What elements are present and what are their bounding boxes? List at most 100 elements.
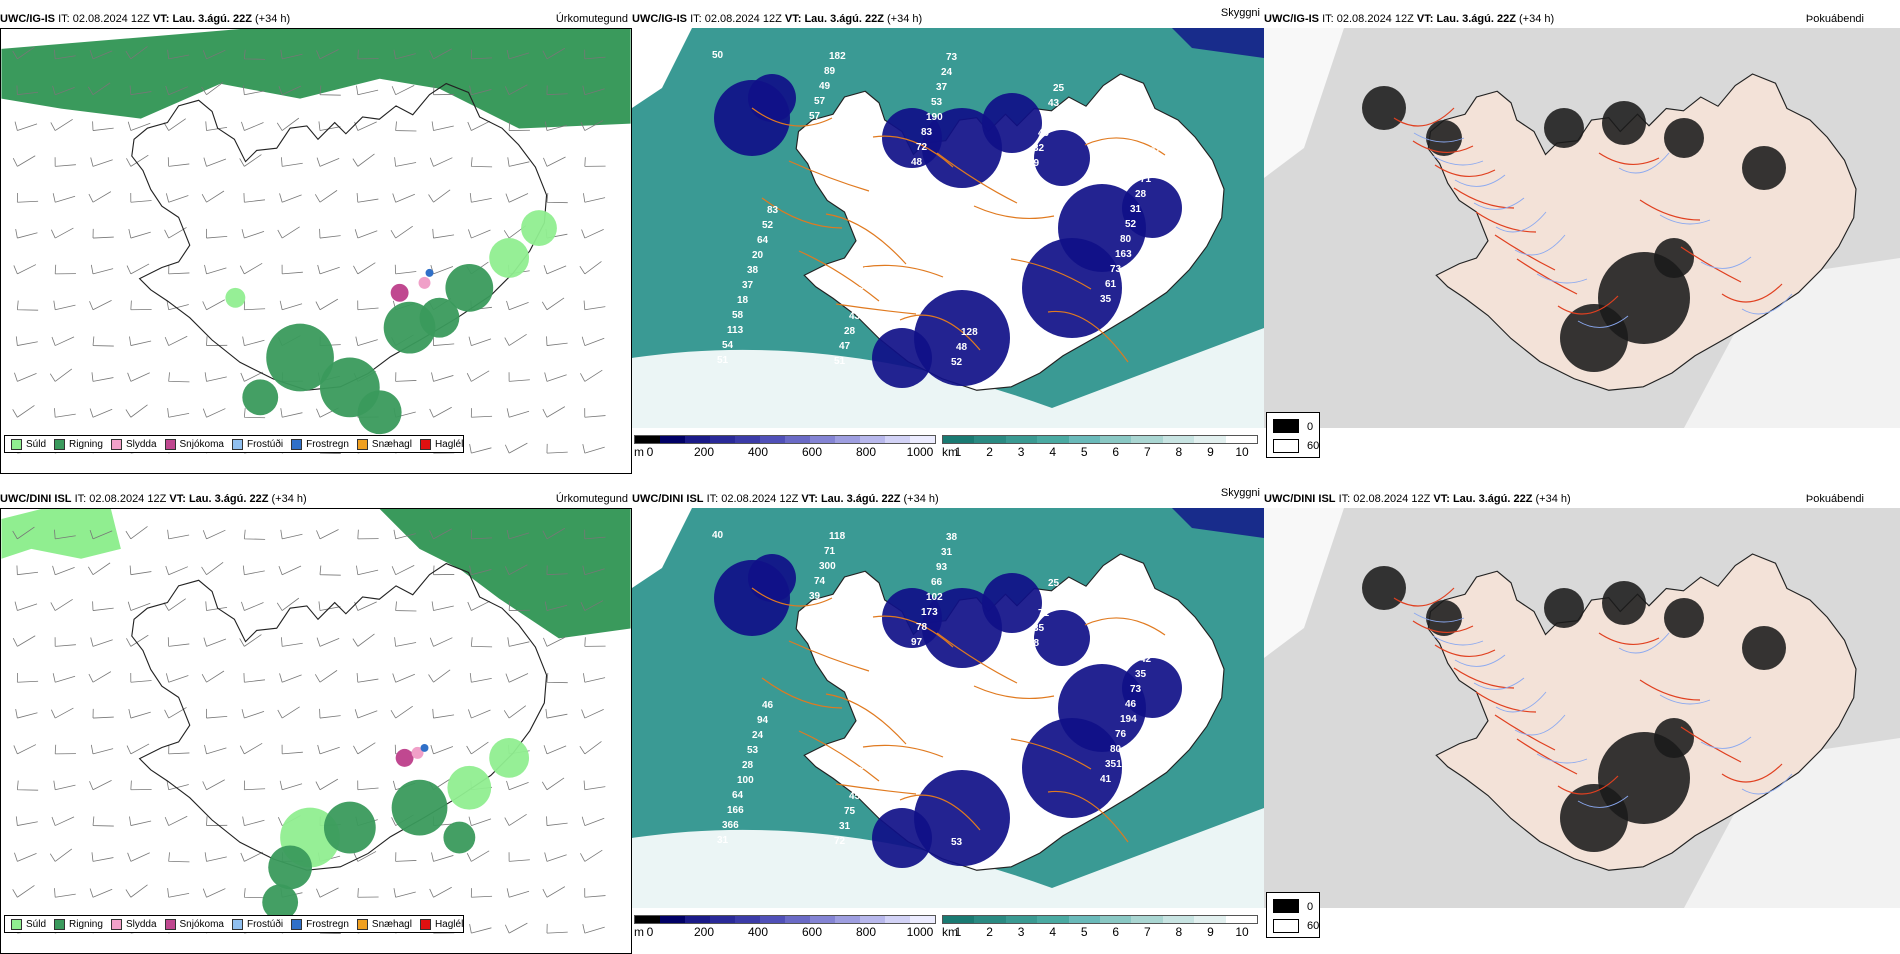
wind-barb	[279, 673, 302, 683]
wind-barb	[127, 121, 151, 131]
river-line	[1432, 635, 1484, 646]
visibility-value-label: 57	[814, 96, 826, 107]
river-line	[1577, 315, 1629, 328]
scale-color-step	[1225, 916, 1258, 923]
wind-barb	[468, 229, 491, 239]
fog-blob	[1654, 238, 1694, 278]
wind-barb	[54, 49, 76, 60]
fog-legend-dark-swatch	[1273, 899, 1299, 913]
road-line	[1434, 644, 1496, 658]
wind-barb	[469, 193, 492, 203]
wind-barb	[129, 85, 152, 96]
wind-barb	[206, 816, 228, 826]
panel-type-label: Þokuábendi	[1805, 13, 1864, 25]
wind-barb	[390, 705, 413, 719]
wind-barb	[54, 637, 76, 647]
wind-barb	[201, 81, 224, 96]
precip-legend-row1: Súld Rigning Slydda Snjókoma Frostúði Frostre…	[4, 435, 464, 453]
visibility-value-label: 118	[829, 531, 846, 542]
low-visibility-blob	[872, 808, 932, 868]
fog-legend-dark-swatch	[1273, 419, 1299, 433]
fog-blob	[1654, 718, 1694, 758]
wind-barb	[125, 884, 148, 898]
wind-barb	[542, 886, 566, 898]
wind-barb	[469, 565, 492, 576]
fog-blob	[1602, 101, 1646, 145]
scale-color-step	[785, 436, 810, 443]
wind-barb	[201, 561, 224, 576]
precip-patch	[489, 238, 530, 278]
wind-barb	[92, 816, 114, 827]
wind-barb	[544, 601, 568, 611]
visibility-value-label: 84	[1023, 653, 1035, 664]
wind-barb	[12, 155, 36, 167]
wind-barb	[52, 565, 75, 576]
road-line	[1010, 258, 1092, 290]
model-name: UWC/DINI ISL	[0, 493, 72, 505]
fog-map[interactable]	[1264, 28, 1900, 428]
road-line	[1557, 775, 1619, 795]
scale-tick-label: 200	[693, 445, 715, 459]
scale-tick-label: 8	[1175, 445, 1183, 459]
rain-area	[379, 509, 631, 639]
legend-item: Snæhagl	[356, 918, 412, 930]
wind-barb	[504, 564, 528, 576]
wind-barb	[584, 888, 606, 898]
scale-tick-label: 800	[855, 925, 877, 939]
scale-color-step	[1131, 916, 1163, 923]
scale-color-step	[735, 436, 760, 443]
visibility-value-label: 58	[1013, 683, 1025, 694]
visibility-value-label: 35	[1100, 294, 1112, 305]
legend-label: Rigning	[69, 438, 103, 450]
wind-barb	[504, 84, 528, 96]
wind-barb	[581, 336, 605, 346]
visibility-scale-row2: km 1 2 3 4 5 6 7 8 9 10	[940, 915, 1264, 940]
wind-barb	[167, 408, 190, 418]
wind-barb	[204, 264, 227, 275]
visibility-value-label: 48	[956, 342, 968, 353]
precip-map[interactable]	[0, 28, 632, 474]
wind-barb	[316, 157, 340, 167]
wind-barb	[16, 673, 39, 683]
river-line	[1659, 694, 1711, 705]
wind-barb	[90, 157, 113, 167]
visibility-value-label: 49	[819, 81, 831, 92]
wind-barb	[16, 300, 39, 311]
road-line	[1557, 295, 1619, 315]
legend-item: Snæhagl	[356, 438, 412, 450]
wind-barb	[543, 265, 567, 275]
scale-color-step	[810, 916, 835, 923]
scale-color-step	[710, 436, 735, 443]
precip-map[interactable]	[0, 508, 632, 954]
legend-label: Rigning	[69, 918, 103, 930]
wind-barb	[429, 48, 452, 60]
wind-barb	[206, 708, 228, 719]
scale-color-step	[910, 916, 935, 923]
wind-barb	[16, 193, 39, 203]
wind-barb	[14, 601, 38, 611]
wind-barb	[205, 121, 228, 131]
fog-map[interactable]	[1264, 508, 1900, 908]
wind-barb	[431, 372, 454, 382]
precip-patch	[262, 884, 299, 921]
wind-barb	[202, 408, 226, 418]
road-line	[1010, 738, 1092, 770]
low-visibility-blob	[1122, 658, 1182, 718]
wind-barb	[277, 226, 300, 239]
road-line	[798, 250, 880, 302]
vis-map[interactable]: 50 57 38 74 35 51 57 48 53 61 54 49 72 82 73 113 89 83 72 1…	[632, 28, 1264, 428]
visibility-value-label: 47	[1150, 144, 1162, 155]
river-line	[1432, 155, 1484, 166]
road-line	[862, 264, 944, 278]
legend-swatch	[419, 438, 431, 450]
wind-barb	[470, 408, 493, 418]
visibility-value-label: 65	[854, 296, 866, 307]
scale-color-step	[660, 916, 685, 923]
visibility-value-label: 38	[906, 172, 918, 183]
scale-color-step	[1225, 436, 1258, 443]
legend-label: Súld	[26, 918, 47, 930]
wind-barb	[545, 708, 568, 719]
river-line	[1473, 197, 1525, 210]
road-line	[1475, 211, 1537, 233]
vis-map[interactable]: 40 39 26 60 41 31 74 97 346 351 366 300 78 58 80 166 71 1…	[632, 508, 1264, 908]
